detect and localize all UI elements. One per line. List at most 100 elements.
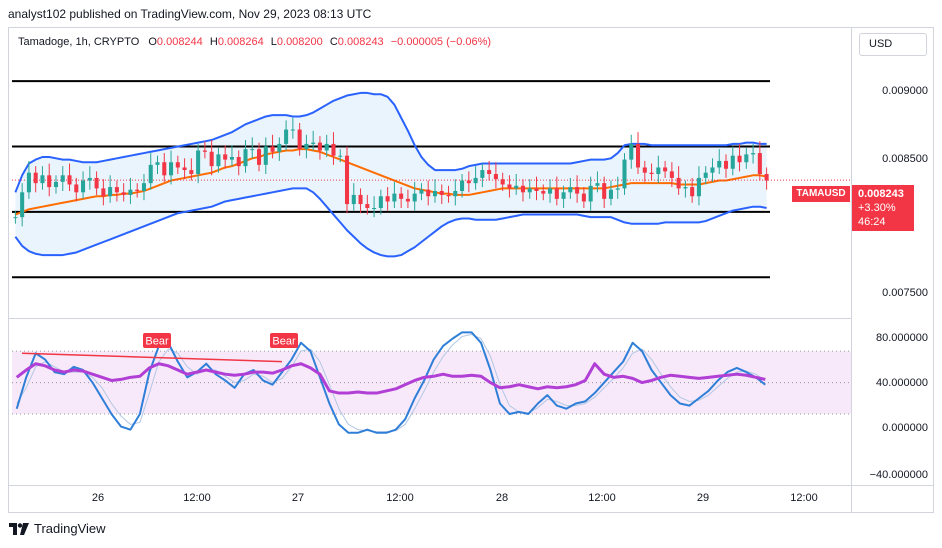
candle-body (13, 217, 18, 219)
time-tick-label: 12:00 (183, 492, 211, 504)
bear-label-bg (143, 333, 171, 348)
candle-body (751, 153, 756, 155)
currency-button[interactable]: USD (859, 33, 927, 56)
time-tick-label: 28 (495, 492, 509, 504)
candle-body (351, 194, 356, 205)
candle-body (189, 170, 194, 174)
candle-body (656, 167, 661, 174)
candle-body (344, 155, 350, 205)
candle-body (744, 154, 749, 163)
candle-body (683, 187, 688, 189)
footer[interactable]: TradingView (9, 521, 106, 536)
candle-body (690, 187, 695, 197)
candle-body (419, 189, 424, 194)
bollinger-basis-line (15, 148, 767, 216)
candle-body (270, 146, 275, 152)
bear-label: Bear (272, 336, 296, 348)
tradingview-logo-icon (9, 522, 29, 535)
candle-body (710, 167, 715, 173)
candle-body (764, 174, 769, 181)
candle-body (696, 177, 701, 197)
candle-body (514, 185, 519, 189)
osc-tick-label: 0.000000 (882, 422, 928, 434)
candle-body (324, 143, 329, 151)
candle-body (74, 184, 79, 193)
candle-body (378, 196, 383, 208)
candle-body (541, 191, 546, 194)
candle-body (622, 159, 627, 189)
candle-body (392, 193, 397, 202)
time-tick-label: 27 (291, 492, 305, 504)
osc-tick-label: 40.000000 (876, 377, 928, 389)
candle-body (47, 175, 52, 188)
candle-body (297, 129, 302, 150)
candle-body (548, 188, 553, 194)
candle-body (135, 189, 140, 191)
candle-body (615, 188, 620, 190)
candle-body (94, 177, 99, 189)
candle-body (676, 177, 681, 189)
candle-body (432, 191, 438, 197)
candle-body (317, 142, 322, 151)
open-label: O (148, 36, 157, 48)
candle-body (182, 167, 187, 171)
last-price-change: +3.30% (858, 202, 896, 214)
candle-body (493, 174, 498, 180)
candle-body (128, 189, 133, 195)
candle-body (101, 188, 106, 197)
candle-body (405, 198, 410, 202)
time-tick-label: 29 (696, 492, 710, 504)
price-tick-label: 0.007500 (882, 287, 928, 299)
close-value: 0.008243 (337, 36, 384, 48)
candle-body (162, 162, 167, 176)
publisher-line: analyst102 published on TradingView.com,… (8, 7, 372, 21)
candle-body (26, 172, 31, 193)
footer-brand: TradingView (34, 521, 106, 536)
osc-tick-label: 80.000000 (876, 332, 928, 344)
candle-body (304, 143, 309, 150)
oscillator-band-fill (12, 351, 851, 414)
candle-body (757, 153, 762, 174)
candle-body (148, 164, 153, 184)
time-tick-label: 12:00 (790, 492, 818, 504)
time-tick-label: 26 (91, 492, 105, 504)
candle-body (114, 187, 119, 193)
symbol-title: Tamadoge, 1h, CRYPTO (18, 36, 140, 48)
chart-frame (8, 27, 934, 513)
high-value: 0.008264 (217, 36, 264, 48)
candle-body (256, 149, 262, 165)
bollinger-lower-line (14, 187, 767, 258)
candle-body (561, 192, 566, 199)
candle-body (216, 154, 221, 167)
ohlc-legend: Tamadoge, 1h, CRYPTO O0.008244 H0.008264… (18, 36, 491, 48)
candle-body (466, 180, 471, 184)
time-axis-separator (8, 485, 934, 486)
stochastic-k-line (15, 331, 766, 434)
candle-body (730, 155, 735, 169)
price-tick-label: 0.009000 (882, 85, 928, 97)
candle-body (236, 157, 241, 167)
candle-body (642, 167, 647, 173)
candle-body (717, 160, 722, 168)
candle-body (67, 175, 72, 185)
price-axis-separator (851, 27, 852, 513)
candle-body (527, 188, 532, 193)
candle-body (534, 188, 539, 191)
candle-body (229, 157, 234, 160)
candle-body (209, 151, 214, 167)
bear-label: Bear (145, 336, 169, 348)
close-label: C (329, 36, 338, 48)
candle-body (175, 162, 180, 168)
candle-body (554, 188, 559, 199)
candle-body (372, 208, 377, 209)
pane-separator (8, 318, 851, 319)
candle-body (581, 193, 586, 202)
candle-body (290, 129, 295, 131)
candle-body (169, 162, 174, 176)
high-label: H (209, 36, 218, 48)
symbol-price-tag: TAMAUSD (792, 186, 850, 202)
bollinger-fill (15, 92, 767, 257)
candle-body (487, 170, 492, 174)
candle-body (263, 146, 268, 165)
